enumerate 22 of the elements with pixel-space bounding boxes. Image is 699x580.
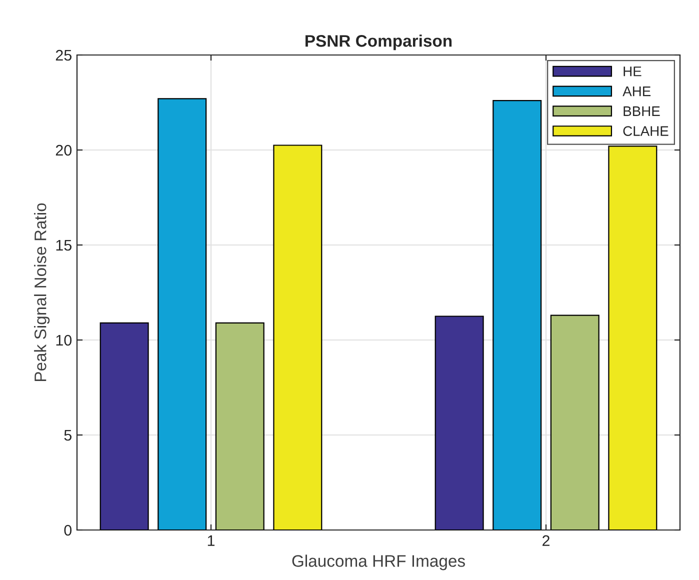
y-tick-label: 25 <box>56 50 72 61</box>
y-tick-label: 20 <box>56 144 72 156</box>
y-tick-label: 15 <box>56 240 72 251</box>
bar <box>158 98 207 530</box>
y-axis-title: Peak Signal Noise Ratio <box>34 203 50 381</box>
legend-label: HE <box>624 66 642 76</box>
bar <box>492 100 542 530</box>
bar <box>100 322 149 530</box>
x-tick-label: 2 <box>542 535 550 546</box>
legend-label: AHE <box>622 86 651 96</box>
bar <box>550 314 600 530</box>
x-axis-title: Glaucoma HRF Images <box>292 554 465 570</box>
bar <box>273 144 322 530</box>
legend-label: CLAHE <box>623 126 668 136</box>
bar <box>434 316 484 530</box>
x-tick-label: 1 <box>208 535 215 546</box>
bar <box>215 322 264 530</box>
y-tick-label: 10 <box>56 334 72 346</box>
y-tick-label: 5 <box>64 430 72 441</box>
y-tick-label: 0 <box>64 524 72 536</box>
legend-label: BBHE <box>624 106 660 116</box>
chart-title: PSNR Comparison <box>306 34 452 50</box>
